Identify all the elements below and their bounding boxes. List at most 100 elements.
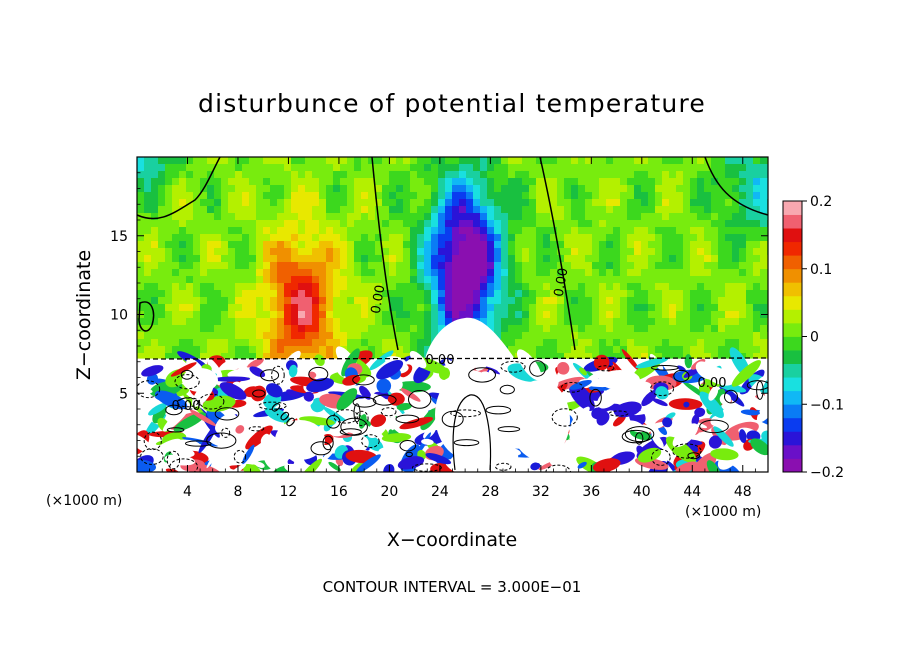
turbulent-eddy bbox=[137, 433, 153, 453]
field-cell bbox=[207, 283, 215, 291]
field-cell bbox=[760, 339, 768, 347]
field-cell bbox=[557, 276, 565, 284]
field-cell bbox=[529, 255, 537, 263]
field-cell bbox=[536, 248, 544, 256]
field-cell bbox=[725, 164, 733, 172]
field-cell bbox=[305, 213, 313, 221]
field-cell bbox=[704, 185, 712, 193]
colorbar-swatch bbox=[783, 363, 802, 378]
field-cell bbox=[459, 178, 467, 186]
turbulent-contour bbox=[499, 384, 515, 395]
field-cell bbox=[746, 276, 754, 284]
field-cell bbox=[669, 199, 677, 207]
field-cell bbox=[235, 255, 243, 263]
field-cell bbox=[641, 255, 649, 263]
turbulent-eddy bbox=[370, 414, 387, 428]
field-cell bbox=[221, 325, 229, 333]
field-cell bbox=[305, 304, 313, 312]
field-cell bbox=[137, 255, 145, 263]
field-cell bbox=[137, 304, 145, 312]
field-cell bbox=[704, 290, 712, 298]
field-cell bbox=[606, 199, 614, 207]
field-cell bbox=[193, 185, 201, 193]
field-cell bbox=[564, 283, 572, 291]
field-cell bbox=[368, 241, 376, 249]
field-cell bbox=[452, 262, 460, 270]
field-cell bbox=[235, 199, 243, 207]
field-cell bbox=[186, 269, 194, 277]
field-cell bbox=[683, 311, 691, 319]
field-cell bbox=[319, 206, 327, 214]
field-cell bbox=[284, 255, 292, 263]
x-tick-label: 28 bbox=[481, 484, 499, 500]
field-cell bbox=[207, 213, 215, 221]
field-cell bbox=[354, 171, 362, 179]
field-cell bbox=[718, 346, 726, 354]
field-cell bbox=[214, 164, 222, 172]
field-cell bbox=[571, 311, 579, 319]
field-cell bbox=[165, 157, 173, 165]
field-cell bbox=[634, 171, 642, 179]
field-cell bbox=[655, 304, 663, 312]
field-cell bbox=[508, 220, 516, 228]
field-cell bbox=[277, 234, 285, 242]
field-cell bbox=[375, 171, 383, 179]
field-cell bbox=[613, 304, 621, 312]
field-cell bbox=[340, 164, 348, 172]
field-cell bbox=[494, 164, 502, 172]
field-cell bbox=[284, 157, 292, 165]
field-cell bbox=[732, 234, 740, 242]
field-cell bbox=[690, 213, 698, 221]
field-cell bbox=[284, 290, 292, 298]
field-cell bbox=[354, 157, 362, 165]
field-cell bbox=[410, 213, 418, 221]
field-cell bbox=[627, 325, 635, 333]
field-cell bbox=[235, 192, 243, 200]
field-cell bbox=[193, 276, 201, 284]
field-cell bbox=[340, 157, 348, 165]
field-cell bbox=[697, 311, 705, 319]
field-cell bbox=[228, 318, 236, 326]
field-cell bbox=[557, 157, 565, 165]
field-cell bbox=[172, 241, 180, 249]
field-cell bbox=[683, 185, 691, 193]
field-cell bbox=[319, 164, 327, 172]
field-cell bbox=[410, 206, 418, 214]
field-cell bbox=[200, 157, 208, 165]
field-cell bbox=[711, 290, 719, 298]
field-cell bbox=[585, 353, 593, 360]
colorbar-swatch bbox=[783, 295, 802, 310]
field-cell bbox=[655, 276, 663, 284]
field-cell bbox=[732, 227, 740, 235]
field-cell bbox=[746, 346, 754, 354]
field-cell bbox=[347, 255, 355, 263]
field-cell bbox=[676, 241, 684, 249]
field-cell bbox=[599, 325, 607, 333]
field-cell bbox=[158, 171, 166, 179]
field-cell bbox=[543, 304, 551, 312]
field-cell bbox=[634, 164, 642, 172]
field-cell bbox=[242, 206, 250, 214]
field-cell bbox=[193, 262, 201, 270]
field-cell bbox=[389, 185, 397, 193]
field-cell bbox=[137, 220, 145, 228]
field-cell bbox=[403, 185, 411, 193]
field-cell bbox=[186, 178, 194, 186]
field-cell bbox=[641, 290, 649, 298]
field-cell bbox=[662, 164, 670, 172]
field-cell bbox=[284, 227, 292, 235]
field-cell bbox=[613, 339, 621, 347]
field-cell bbox=[249, 339, 257, 347]
field-cell bbox=[641, 269, 649, 277]
field-cell bbox=[529, 199, 537, 207]
field-cell bbox=[319, 297, 327, 305]
field-cell bbox=[592, 178, 600, 186]
turbulent-eddy bbox=[266, 383, 283, 398]
contour-label: 0.00 bbox=[172, 399, 201, 414]
field-cell bbox=[683, 227, 691, 235]
field-cell bbox=[543, 171, 551, 179]
field-cell bbox=[494, 311, 502, 319]
field-cell bbox=[620, 276, 628, 284]
field-cell bbox=[417, 234, 425, 242]
